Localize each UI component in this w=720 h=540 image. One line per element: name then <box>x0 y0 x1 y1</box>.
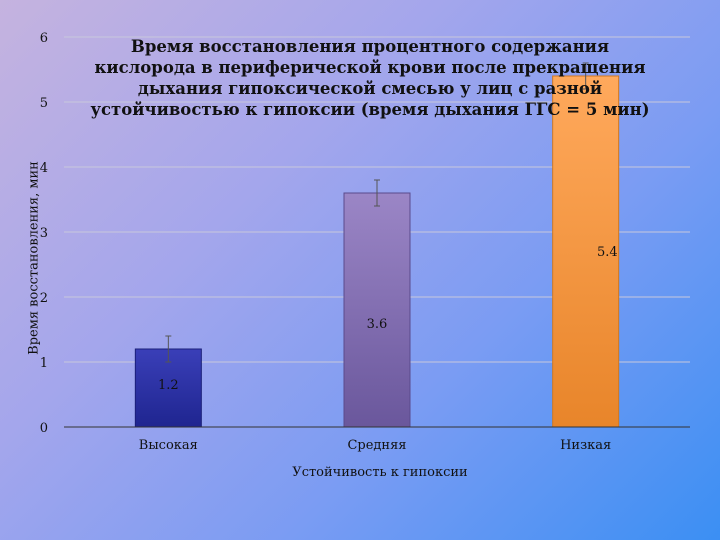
y-tick-label: 4 <box>40 161 48 176</box>
error-bar-3 <box>582 62 589 90</box>
bars <box>134 75 620 428</box>
x-axis-label: Устойчивость к гипоксии <box>292 465 468 480</box>
category-label-2: Средняя <box>347 438 406 453</box>
data-labels: 1.2 3.6 5.4 <box>158 245 618 393</box>
category-label-1: Высокая <box>139 438 198 453</box>
y-tick-label: 1 <box>40 356 48 371</box>
error-bar-2 <box>374 179 380 207</box>
y-tick-label: 3 <box>40 226 48 241</box>
y-tick-label: 5 <box>40 96 48 111</box>
y-tick-label: 0 <box>40 421 48 436</box>
axes: 0 1 2 3 4 5 6 Высокая Средняя Низкая <box>40 31 690 453</box>
chart-title: Время восстановления процентного содержа… <box>90 37 650 119</box>
bar-3 <box>552 75 620 428</box>
category-label-3: Низкая <box>560 438 611 453</box>
data-label-1: 1.2 <box>158 378 179 393</box>
y-axis-label: Время восстановления, мин <box>26 161 42 355</box>
data-label-2: 3.6 <box>367 317 388 332</box>
y-tick-label: 2 <box>40 291 48 306</box>
y-tick-label: 6 <box>40 31 48 46</box>
error-bars <box>165 62 589 363</box>
bar-2 <box>343 192 411 428</box>
error-bar-1 <box>165 335 172 363</box>
data-label-3: 5.4 <box>597 245 618 260</box>
